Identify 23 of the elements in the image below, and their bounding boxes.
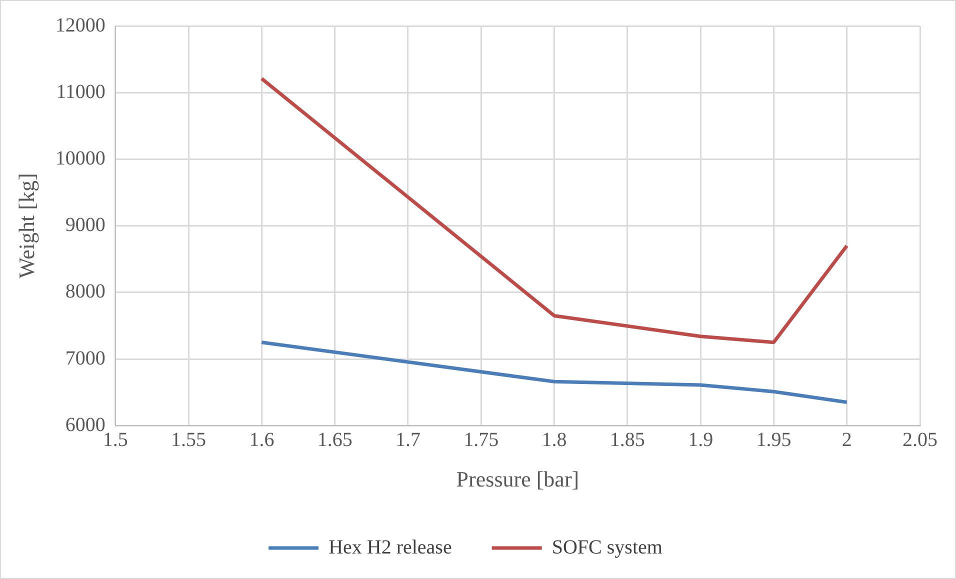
x-tick-label: 1.75 — [464, 428, 499, 451]
legend-label: SOFC system — [552, 536, 663, 558]
y-axis-title: Weight [kg] — [14, 173, 39, 278]
x-axis-title: Pressure [bar] — [456, 466, 580, 492]
x-tick-label: 2.05 — [902, 428, 938, 451]
x-tick-label: 2 — [842, 428, 852, 451]
y-tick-label: 10000 — [55, 147, 106, 170]
x-tick-label: 1.8 — [542, 428, 567, 451]
x-tick-label: 1.5 — [102, 428, 128, 451]
x-tick-label: 1.9 — [688, 428, 714, 451]
legend-label: Hex H2 release — [328, 536, 452, 558]
x-tick-label: 1.6 — [249, 428, 274, 451]
y-tick-label: 7000 — [65, 347, 106, 370]
x-tick-label: 1.55 — [171, 428, 206, 451]
x-tick-label: 1.7 — [395, 428, 420, 451]
x-tick-label: 1.65 — [317, 428, 352, 451]
y-tick-label: 8000 — [65, 280, 106, 303]
y-tick-label: 6000 — [65, 414, 106, 436]
x-tick-label: 1.95 — [756, 428, 792, 451]
x-tick-label: 1.85 — [610, 428, 645, 451]
y-tick-label: 12000 — [55, 14, 106, 36]
y-tick-label: 9000 — [65, 214, 106, 236]
y-tick-label: 11000 — [56, 80, 106, 103]
